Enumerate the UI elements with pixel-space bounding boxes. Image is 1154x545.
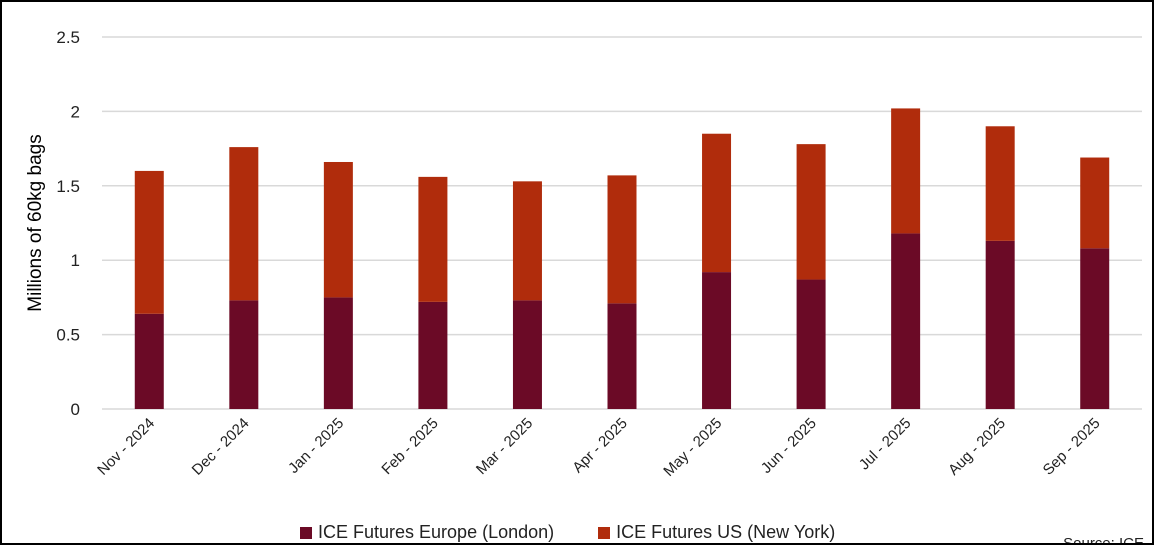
bar-segment-london — [891, 233, 921, 409]
x-tick-label: Jun - 2025 — [758, 415, 820, 477]
y-tick-label: 0.5 — [56, 326, 80, 345]
legend-label-new-york: ICE Futures US (New York) — [616, 522, 836, 542]
y-tick-label: 1.5 — [56, 177, 80, 196]
x-tick-label: Nov - 2024 — [94, 415, 158, 479]
legend-label-london: ICE Futures Europe (London) — [318, 522, 555, 542]
bar-segment-new-york — [607, 175, 637, 304]
bar-segment-new-york — [1080, 157, 1110, 249]
x-tick-label: Sep - 2025 — [1040, 415, 1104, 479]
y-tick-label: 0 — [71, 400, 80, 419]
bar-segment-london — [229, 300, 259, 409]
bar-segment-london — [985, 240, 1015, 409]
legend-item-london: ICE Futures Europe (London) — [300, 522, 554, 543]
x-tick-label: Apr - 2025 — [569, 415, 631, 477]
y-tick-label: 1 — [71, 251, 80, 270]
bar-segment-new-york — [418, 176, 448, 302]
bar-segment-london — [323, 297, 353, 409]
bar-segment-new-york — [134, 170, 164, 314]
bar-segment-new-york — [702, 133, 732, 273]
bar-segment-london — [796, 279, 826, 409]
bar-segment-new-york — [985, 126, 1015, 241]
bar-segment-london — [134, 313, 164, 409]
y-tick-label: 2.5 — [56, 28, 80, 47]
bar-segment-new-york — [229, 147, 259, 301]
x-tick-label: Feb - 2025 — [378, 415, 441, 478]
legend-swatch-new-york — [598, 526, 611, 539]
bar-segment-london — [702, 272, 732, 409]
bar-segment-london — [418, 301, 448, 409]
x-tick-label: Aug - 2025 — [945, 415, 1009, 479]
x-tick-label: Jul - 2025 — [856, 415, 915, 474]
x-tick-label: May - 2025 — [660, 415, 725, 480]
x-tick-label: Jan - 2025 — [285, 415, 347, 477]
legend-item-new-york: ICE Futures US (New York) — [598, 522, 835, 543]
bar-segment-new-york — [323, 161, 353, 298]
x-tick-label: Mar - 2025 — [473, 415, 536, 478]
bar-segment-london — [512, 300, 542, 409]
source-note: Source: ICE — [1063, 535, 1144, 545]
bar-segment-new-york — [796, 144, 826, 280]
y-tick-label: 2 — [71, 102, 80, 121]
y-axis-title: Millions of 60kg bags — [25, 134, 46, 311]
bar-segment-new-york — [512, 181, 542, 301]
legend: ICE Futures Europe (London) ICE Futures … — [300, 522, 835, 543]
bar-segment-london — [607, 303, 637, 409]
x-tick-label: Dec - 2024 — [189, 415, 253, 479]
bar-segment-new-york — [891, 108, 921, 234]
legend-swatch-london — [300, 526, 312, 539]
bar-segment-london — [1080, 248, 1110, 409]
